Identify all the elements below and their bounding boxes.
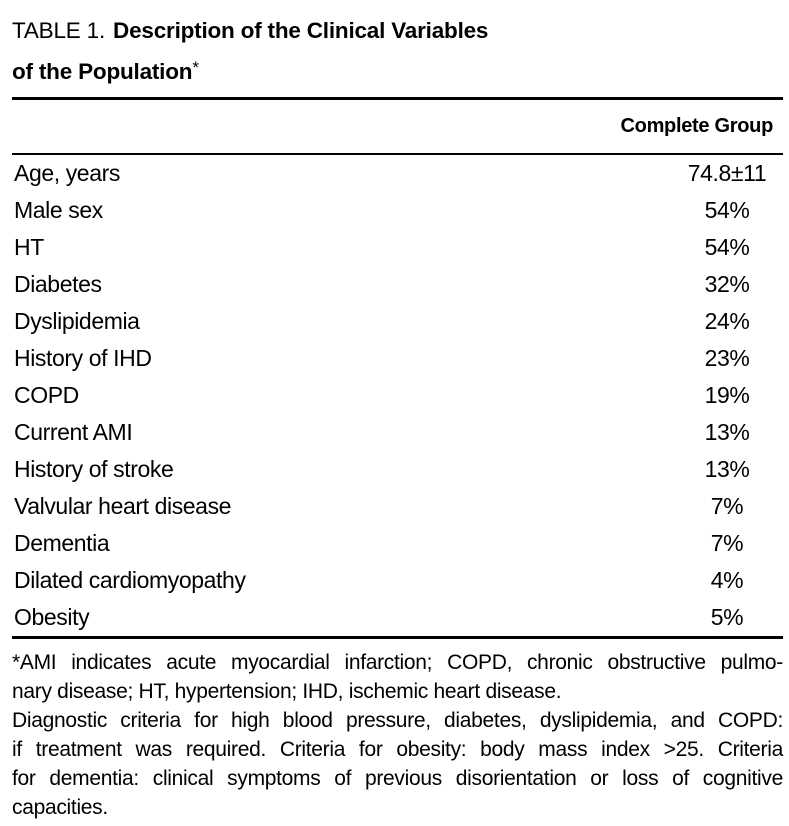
row-label: Valvular heart disease — [14, 493, 232, 519]
footnote-line: capacities. — [12, 796, 108, 819]
row-label: Dyslipidemia — [14, 308, 140, 334]
table-row: HT 54% — [12, 229, 783, 266]
table-row: Diabetes 32% — [12, 266, 783, 303]
row-value: 19% — [704, 382, 750, 408]
table-title-line1: Description of the Clinical Variables — [113, 18, 489, 43]
row-label: Current AMI — [14, 419, 133, 445]
row-value: 32% — [704, 271, 750, 297]
table-row: Dilated cardiomyopathy 4% — [12, 562, 783, 599]
row-value: 54% — [704, 234, 750, 260]
footnote-line: nary disease; HT, hypertension; IHD, isc… — [12, 680, 562, 703]
row-value: 13% — [704, 419, 750, 445]
footnote-line: *AMI indicates acute myocardial infarcti… — [12, 651, 783, 674]
header-rule — [12, 153, 783, 155]
row-label: History of stroke — [14, 456, 174, 482]
footnote-line: Diagnostic criteria for high blood press… — [12, 709, 783, 732]
footnote-line: for dementia: clinical symptoms of previ… — [12, 767, 783, 790]
row-label: Diabetes — [14, 271, 102, 297]
row-label: Obesity — [14, 604, 90, 630]
table-row: Valvular heart disease 7% — [12, 488, 783, 525]
row-value: 5% — [710, 604, 744, 630]
row-label: COPD — [14, 382, 79, 408]
table-title-line2: of the Population — [12, 59, 193, 84]
row-value: 4% — [710, 567, 744, 593]
row-label: HT — [14, 234, 44, 260]
row-value: 74.8±11 — [687, 160, 767, 186]
table-row: History of stroke 13% — [12, 451, 783, 488]
column-header-complete-group: Complete Group — [620, 115, 774, 137]
row-value: 54% — [704, 197, 750, 223]
row-label: Dementia — [14, 530, 110, 556]
table-number-label: TABLE 1. — [12, 18, 106, 43]
table-row: Male sex 54% — [12, 192, 783, 229]
table-row: Current AMI 13% — [12, 414, 783, 451]
column-header-row: Complete Group — [12, 100, 783, 153]
row-label: Age, years — [14, 160, 120, 186]
top-rule — [12, 97, 783, 100]
table-footnote: *AMI indicates acute myocardial infarcti… — [12, 648, 783, 822]
row-value: 7% — [710, 493, 744, 519]
row-label: Male sex — [14, 197, 103, 223]
table-row: Dementia 7% — [12, 525, 783, 562]
table-row: Age, years 74.8±11 — [12, 155, 783, 192]
footnote-line: if treatment was required. Criteria for … — [12, 738, 783, 761]
table-title: TABLE 1. Description of the Clinical Vari… — [12, 12, 783, 90]
table-row: Dyslipidemia 24% — [12, 303, 783, 340]
row-value: 24% — [704, 308, 750, 334]
row-label: History of IHD — [14, 345, 152, 371]
table-row: History of IHD 23% — [12, 340, 783, 377]
table-body: Age, years 74.8±11 Male sex 54% HT 54% D… — [12, 155, 783, 636]
row-value: 7% — [710, 530, 744, 556]
table-row: COPD 19% — [12, 377, 783, 414]
table-row: Obesity 5% — [12, 599, 783, 636]
row-label: Dilated cardiomyopathy — [14, 567, 246, 593]
bottom-rule — [12, 636, 783, 639]
title-footnote-marker: * — [192, 58, 199, 77]
row-value: 23% — [704, 345, 750, 371]
row-value: 13% — [704, 456, 750, 482]
